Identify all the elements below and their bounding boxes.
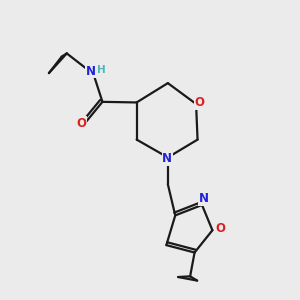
Text: N: N [85,65,96,78]
Text: O: O [216,222,226,235]
Text: O: O [195,96,205,109]
Text: N: N [162,152,172,165]
Text: H: H [98,65,106,75]
Text: O: O [76,117,87,130]
Text: N: N [199,192,208,205]
